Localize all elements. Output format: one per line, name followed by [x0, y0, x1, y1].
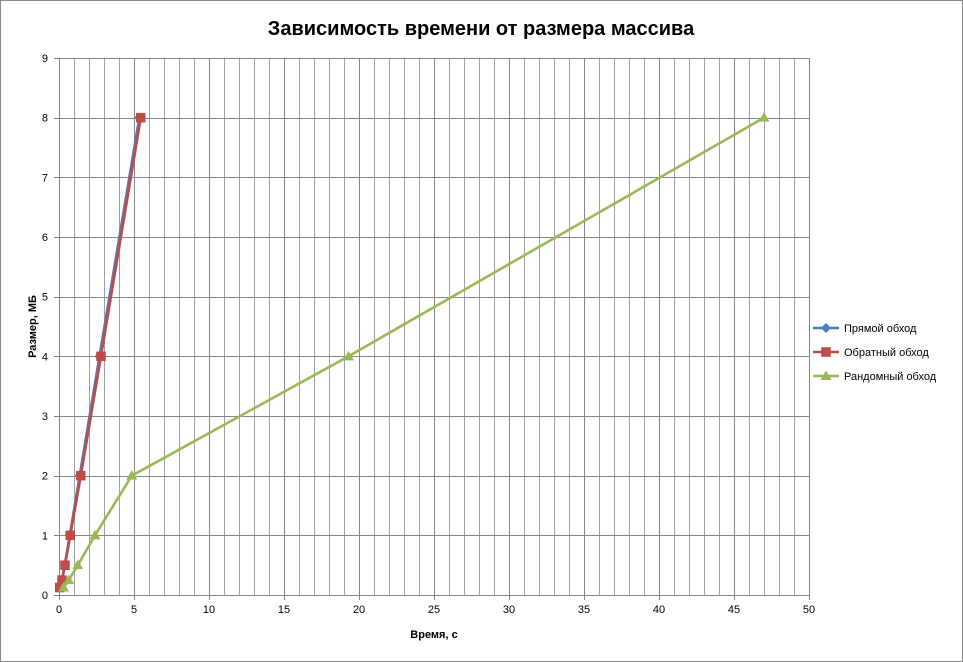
x-tick-label: 15	[278, 604, 290, 616]
axes	[54, 58, 810, 600]
y-tick-label: 9	[42, 53, 48, 65]
data-point	[758, 112, 770, 122]
y-tick-label: 8	[42, 113, 48, 125]
y-tick-label: 5	[42, 292, 48, 304]
y-tick-label: 4	[42, 351, 48, 363]
x-tick-label: 50	[803, 604, 815, 616]
legend-item: Обратный обход	[813, 347, 929, 359]
grid	[59, 58, 810, 596]
y-tick-label: 2	[42, 471, 48, 483]
x-tick-label: 0	[56, 604, 62, 616]
y-axis-label: Размер, МБ	[27, 295, 39, 358]
y-tick-labels: 0 1 2 3 4 5 6 7 8 9	[42, 53, 48, 602]
x-tick-label: 10	[203, 604, 215, 616]
series-layer	[54, 112, 770, 593]
data-point	[126, 470, 138, 480]
chart-title: Зависимость времени от размера массива	[268, 18, 695, 40]
data-point	[72, 559, 84, 570]
x-tick-labels: 0 5 10 15 20 25 30 35 40 45 50	[56, 604, 815, 616]
x-tick-label: 45	[728, 604, 740, 616]
data-point	[76, 470, 86, 481]
data-point	[89, 529, 101, 540]
data-point	[136, 112, 146, 123]
legend-item: Рандомный обход	[813, 370, 937, 383]
y-tick-label: 1	[42, 530, 48, 542]
x-tick-label: 25	[428, 604, 440, 616]
legend-swatch-marker	[821, 347, 831, 357]
legend-label: Обратный обход	[844, 347, 929, 359]
data-point	[96, 351, 106, 362]
y-tick-label: 6	[42, 232, 48, 244]
legend: Прямой обход Обратный обход Рандомный обхо…	[813, 323, 937, 383]
x-tick-label: 35	[578, 604, 590, 616]
x-tick-label: 40	[653, 604, 665, 616]
data-point	[63, 574, 75, 585]
y-tick-label: 0	[42, 590, 48, 602]
data-point	[65, 530, 75, 541]
data-point	[60, 560, 70, 570]
x-tick-label: 30	[503, 604, 515, 616]
series-3	[58, 112, 770, 592]
y-tick-label: 7	[42, 172, 48, 184]
x-tick-label: 20	[353, 604, 365, 616]
legend-swatch-marker	[821, 323, 831, 333]
data-point	[58, 582, 69, 592]
data-point	[343, 350, 354, 361]
legend-label: Рандомный обход	[844, 371, 937, 383]
legend-item: Прямой обход	[813, 323, 917, 335]
legend-label: Прямой обход	[844, 323, 917, 335]
legend-swatch-marker	[820, 370, 832, 380]
x-tick-label: 5	[131, 604, 137, 616]
x-axis-label: Время, с	[410, 629, 457, 641]
y-tick-label: 3	[42, 411, 48, 423]
